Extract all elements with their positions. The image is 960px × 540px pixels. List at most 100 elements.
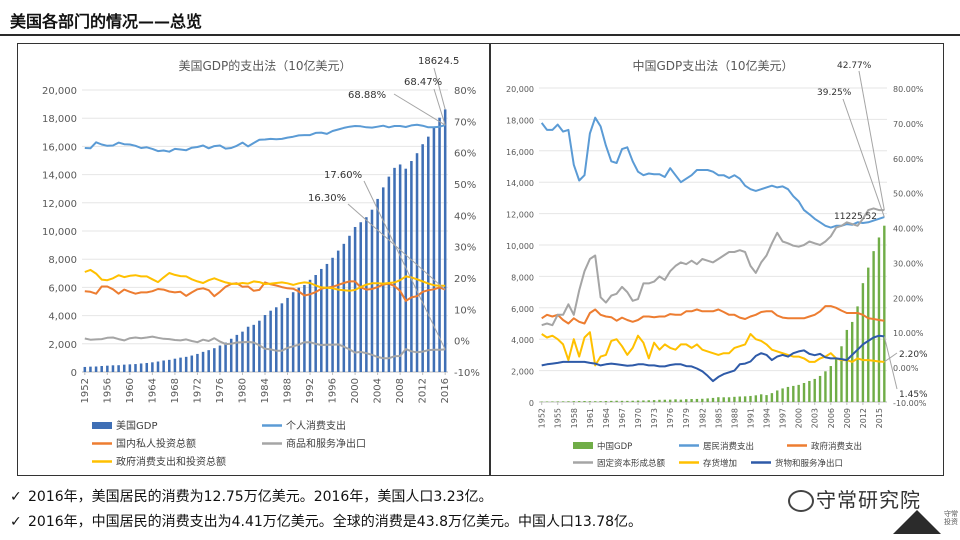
left-axis-tick-label: 4,000 xyxy=(48,312,77,323)
gdp-bar xyxy=(84,367,87,372)
x-axis-tick-label: 1968 xyxy=(170,378,181,403)
left-axis-tick-label: 16,000 xyxy=(506,148,534,157)
data-label: 68.88% xyxy=(348,90,386,101)
data-label: 39.25% xyxy=(817,88,852,98)
right-axis-tick-label: 0% xyxy=(454,337,470,348)
gdp-bar xyxy=(664,400,666,402)
gdp-bar xyxy=(744,396,746,402)
x-axis-tick-label: 1956 xyxy=(102,378,113,403)
gdp-bar xyxy=(100,366,103,372)
series-line xyxy=(542,118,885,228)
gdp-bar xyxy=(846,330,848,402)
x-axis-tick-label: 1988 xyxy=(283,378,294,403)
gdp-bar xyxy=(781,388,783,402)
gdp-bar xyxy=(343,244,346,372)
x-axis-tick-label: 2000 xyxy=(350,378,361,403)
x-axis-tick-label: 1980 xyxy=(237,378,248,403)
left-axis-tick-label: 8,000 xyxy=(511,273,534,282)
mountain-logo xyxy=(893,510,941,534)
gdp-bar xyxy=(354,227,357,372)
note-us-consumption: ✓ 2016年，美国居民的消费为12.75万亿美元。2016年，美国人口3.23亿… xyxy=(10,486,493,506)
gdp-bar xyxy=(594,401,596,402)
gdp-bar xyxy=(89,367,92,372)
gdp-bar xyxy=(438,118,441,372)
data-label: 11225.52 xyxy=(834,212,877,222)
gdp-bar xyxy=(728,397,730,402)
gdp-bar xyxy=(835,359,837,402)
title-divider xyxy=(0,34,960,36)
x-axis-tick-label: 2000 xyxy=(795,408,804,428)
gdp-bar xyxy=(701,399,703,402)
gdp-bar xyxy=(573,401,575,402)
left-axis-tick-label: 20,000 xyxy=(42,86,77,97)
gdp-bar xyxy=(642,400,644,402)
x-axis-tick-label: 1976 xyxy=(666,408,675,428)
gdp-bar xyxy=(578,401,580,402)
gdp-bar xyxy=(567,401,569,402)
x-axis-tick-label: 1997 xyxy=(779,408,788,428)
seal-text: 守常投资 xyxy=(944,510,958,526)
gdp-bar xyxy=(706,398,708,402)
check-icon: ✓ xyxy=(10,489,28,505)
x-axis-tick-label: 2009 xyxy=(843,408,852,428)
gdp-bar xyxy=(631,401,633,402)
gdp-bar xyxy=(883,226,885,402)
gdp-bar xyxy=(123,365,126,372)
data-label: 1.45% xyxy=(899,390,928,400)
note-text: 2016年，中国居民的消费支出为4.41万亿美元。全球的消费是43.8万亿美元。… xyxy=(28,514,642,530)
gdp-bar xyxy=(95,367,98,372)
x-axis-tick-label: 1994 xyxy=(763,408,772,428)
gdp-bar xyxy=(129,364,132,372)
gdp-bar xyxy=(162,361,165,372)
legend-label: 商品和服务净出口 xyxy=(286,437,366,450)
x-axis-tick-label: 1958 xyxy=(570,408,579,428)
x-axis-tick-label: 1976 xyxy=(215,378,226,403)
legend-swatch xyxy=(573,442,593,449)
gdp-bar xyxy=(867,268,869,402)
gdp-bar xyxy=(247,327,250,372)
left-axis-tick-label: 12,000 xyxy=(506,211,534,220)
gdp-bar xyxy=(376,199,379,372)
x-axis-tick-label: 1973 xyxy=(650,408,659,428)
gdp-bar xyxy=(112,365,115,372)
left-axis-tick-label: 0 xyxy=(529,399,534,408)
left-axis-tick-label: 10,000 xyxy=(42,227,77,238)
left-axis-tick-label: 18,000 xyxy=(42,114,77,125)
right-axis-tick-label: -10.00% xyxy=(893,399,927,408)
gdp-bar xyxy=(615,401,617,402)
right-axis-tick-label: 70.00% xyxy=(893,120,924,129)
gdp-bar xyxy=(151,362,154,372)
x-axis-tick-label: 2008 xyxy=(395,378,406,403)
series-line xyxy=(542,306,885,323)
chart-title: 中国GDP支出法（10亿美元） xyxy=(632,58,793,73)
gdp-bar xyxy=(298,288,301,372)
annotation-leader xyxy=(843,99,884,217)
watermark: 守常研究院 守常投资 xyxy=(768,478,958,538)
gdp-bar xyxy=(236,335,239,372)
gdp-bar xyxy=(382,187,385,372)
page-title: 美国各部门的情况——总览 xyxy=(10,8,202,32)
legend-label: 美国GDP xyxy=(116,419,157,432)
gdp-bar xyxy=(179,358,182,372)
right-axis-tick-label: 80% xyxy=(454,86,476,97)
gdp-bar xyxy=(264,315,267,372)
gdp-bar xyxy=(712,398,714,402)
right-axis-tick-label: 20% xyxy=(454,274,476,285)
gdp-bar xyxy=(862,283,864,402)
gdp-bar xyxy=(776,390,778,402)
right-axis-tick-label: 40.00% xyxy=(893,225,924,234)
x-axis-tick-label: 1982 xyxy=(698,408,707,428)
gdp-bar xyxy=(174,359,177,372)
gdp-bar xyxy=(410,161,413,372)
us-gdp-chart: 美国GDP的支出法（10亿美元） 0 2,000 4,000 6,000 8,000 10,… xyxy=(18,44,489,475)
chart-title: 美国GDP的支出法（10亿美元） xyxy=(178,58,351,73)
gdp-bar xyxy=(755,395,757,402)
right-axis-tick-label: 50.00% xyxy=(893,190,924,199)
annotation-leader xyxy=(434,68,445,109)
gdp-bar xyxy=(872,251,874,402)
x-axis-tick-label: 2006 xyxy=(827,408,836,428)
left-axis-tick-label: 6,000 xyxy=(511,305,534,314)
wechat-icon xyxy=(788,490,814,512)
gdp-bar xyxy=(562,401,564,402)
gdp-bar xyxy=(281,303,284,372)
